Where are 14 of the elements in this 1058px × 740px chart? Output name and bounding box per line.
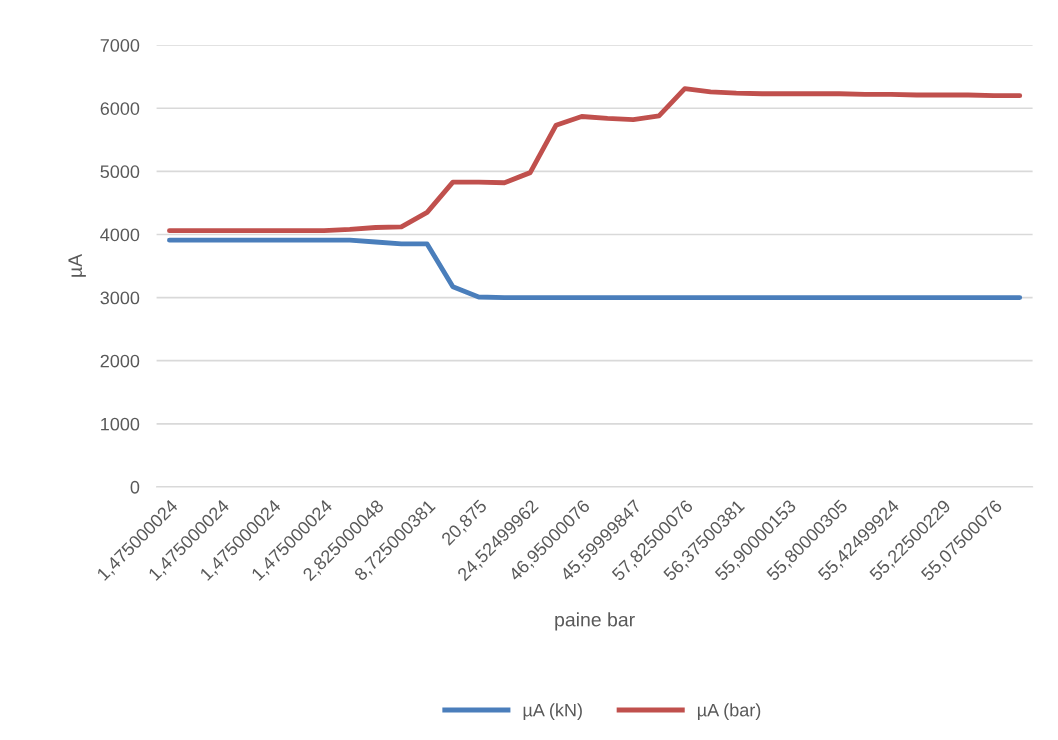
y-tick-label: 5000	[100, 165, 140, 179]
legend-label: µA (bar)	[697, 703, 761, 721]
y-tick-label: 3000	[100, 291, 140, 305]
x-axis-title: paine bar	[555, 612, 635, 631]
y-tick-label: 2000	[100, 354, 140, 368]
y-tick-label: 0	[130, 480, 140, 494]
y-axis-title: µA	[68, 253, 86, 277]
y-tick-label: 4000	[100, 228, 140, 242]
legend-label: µA (kN)	[523, 703, 582, 721]
line-series	[167, 86, 1023, 234]
y-tick-label: 1000	[101, 417, 140, 431]
y-tick-label: 7000	[100, 39, 140, 52]
y-tick-label: 6000	[100, 102, 140, 115]
line-series	[167, 237, 1023, 301]
